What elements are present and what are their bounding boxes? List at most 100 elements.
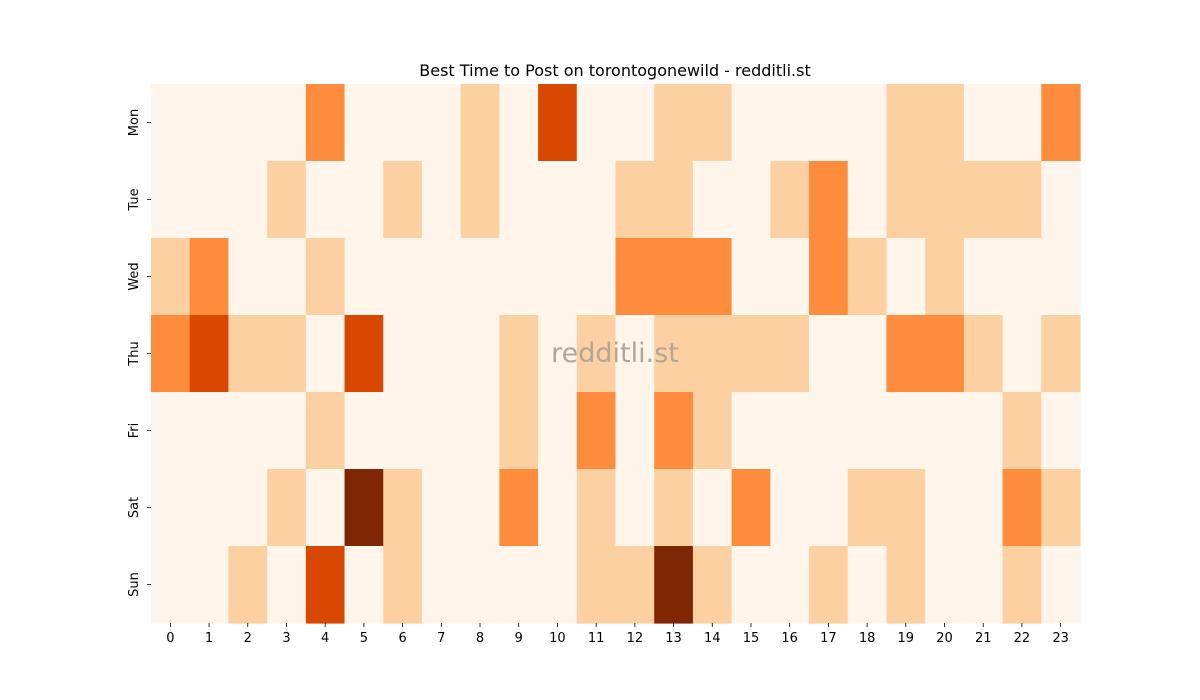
y-tick-label: Wed (127, 262, 142, 290)
heatmap-cell-thu-21 (963, 315, 1004, 393)
heatmap-cell-sun-22 (1002, 546, 1042, 624)
chart-title: Best Time to Post on torontogonewild - r… (419, 61, 810, 80)
heatmap-cell-sat-8 (460, 469, 500, 547)
heatmap-cell-mon-4 (305, 84, 346, 162)
heatmap-cell-fri-12 (615, 392, 655, 470)
heatmap-cell-wed-9 (499, 238, 539, 316)
heatmap-cell-fri-22 (1002, 392, 1042, 470)
heatmap-cell-sat-17 (809, 469, 849, 547)
heatmap-cell-fri-7 (421, 392, 462, 470)
heatmap-cell-thu-8 (460, 315, 500, 393)
heatmap-cell-thu-18 (847, 315, 888, 393)
heatmap-cell-sat-6 (383, 469, 423, 547)
heatmap-cell-wed-10 (538, 238, 578, 316)
heatmap-cell-sat-2 (228, 469, 268, 547)
heatmap-cell-mon-15 (731, 84, 771, 162)
heatmap-cell-fri-16 (770, 392, 810, 470)
heatmap-cell-tue-20 (925, 161, 965, 239)
heatmap-cell-sat-4 (305, 469, 346, 547)
heatmap-cell-tue-9 (499, 161, 539, 239)
heatmap-cell-mon-7 (421, 84, 462, 162)
heatmap-cell-tue-8 (460, 161, 500, 239)
heatmap-cell-thu-16 (770, 315, 810, 393)
heatmap-cell-thu-19 (886, 315, 926, 393)
heatmap-cell-wed-0 (151, 238, 191, 316)
heatmap-cell-thu-14 (692, 315, 733, 393)
heatmap-cell-fri-1 (189, 392, 230, 470)
heatmap-cell-fri-13 (654, 392, 694, 470)
heatmap-cell-sat-1 (189, 469, 230, 547)
heatmap-cell-wed-1 (189, 238, 230, 316)
heatmap-cell-thu-1 (189, 315, 230, 393)
heatmap-cell-sat-21 (963, 469, 1004, 547)
heatmap-cell-fri-5 (344, 392, 384, 470)
heatmap-cell-fri-23 (1041, 392, 1081, 470)
x-tick-label: 10 (549, 631, 566, 646)
x-tick-label: 17 (820, 631, 837, 646)
heatmap-cell-sat-12 (615, 469, 655, 547)
heatmap-cell-mon-13 (654, 84, 694, 162)
y-tick-label: Fri (127, 423, 142, 439)
x-tick-label: 0 (166, 631, 174, 646)
heatmap-cell-sun-16 (770, 546, 810, 624)
heatmap-cell-sat-23 (1041, 469, 1081, 547)
heatmap-cell-tue-5 (344, 161, 384, 239)
heatmap-cell-thu-23 (1041, 315, 1081, 393)
heatmap-cell-sat-0 (151, 469, 191, 547)
heatmap-cell-tue-7 (421, 161, 462, 239)
heatmap-cell-sat-19 (886, 469, 926, 547)
heatmap-cell-sun-12 (615, 546, 655, 624)
heatmap-cell-sun-21 (963, 546, 1004, 624)
heatmap-cell-wed-2 (228, 238, 268, 316)
heatmap-cell-thu-2 (228, 315, 268, 393)
heatmap-cell-tue-19 (886, 161, 926, 239)
heatmap-cell-wed-15 (731, 238, 771, 316)
heatmap-cell-sun-20 (925, 546, 965, 624)
heatmap-cell-thu-5 (344, 315, 384, 393)
y-tick-label: Sat (127, 497, 142, 518)
heatmap-cell-mon-14 (692, 84, 733, 162)
heatmap-cell-wed-21 (963, 238, 1004, 316)
heatmap-cell-mon-21 (963, 84, 1004, 162)
heatmap-cell-mon-1 (189, 84, 230, 162)
heatmap-cell-fri-14 (692, 392, 733, 470)
heatmap-cell-fri-19 (886, 392, 926, 470)
x-tick-label: 18 (859, 631, 876, 646)
heatmap-cell-mon-17 (809, 84, 849, 162)
heatmap-cell-wed-22 (1002, 238, 1042, 316)
heatmap-cell-sat-11 (576, 469, 617, 547)
heatmap-cell-tue-18 (847, 161, 888, 239)
heatmap-cell-fri-11 (576, 392, 617, 470)
heatmap-cell-tue-2 (228, 161, 268, 239)
x-tick-label: 21 (975, 631, 992, 646)
x-tick-label: 8 (476, 631, 484, 646)
x-tick-label: 19 (898, 631, 915, 646)
heatmap-cell-sat-5 (344, 469, 384, 547)
heatmap-cell-sat-9 (499, 469, 539, 547)
heatmap-cell-tue-16 (770, 161, 810, 239)
x-tick-label: 1 (205, 631, 213, 646)
heatmap-cell-sat-15 (731, 469, 771, 547)
heatmap-cell-wed-11 (576, 238, 617, 316)
x-tick-label: 20 (936, 631, 953, 646)
heatmap-cell-wed-16 (770, 238, 810, 316)
x-tick-label: 22 (1014, 631, 1031, 646)
heatmap-cell-sat-22 (1002, 469, 1042, 547)
heatmap-cell-fri-6 (383, 392, 423, 470)
heatmap-cell-sun-23 (1041, 546, 1081, 624)
heatmap-cell-mon-19 (886, 84, 926, 162)
heatmap-cell-tue-23 (1041, 161, 1081, 239)
heatmap-cell-sat-10 (538, 469, 578, 547)
heatmap-cell-wed-14 (692, 238, 733, 316)
heatmap-cell-thu-13 (654, 315, 694, 393)
heatmap-cell-tue-17 (809, 161, 849, 239)
heatmap-cells (151, 84, 1081, 624)
heatmap-cell-tue-15 (731, 161, 771, 239)
heatmap-cell-sun-7 (421, 546, 462, 624)
heatmap-cell-tue-12 (615, 161, 655, 239)
heatmap-cell-fri-8 (460, 392, 500, 470)
heatmap-cell-wed-13 (654, 238, 694, 316)
heatmap-cell-fri-4 (305, 392, 346, 470)
heatmap-cell-mon-22 (1002, 84, 1042, 162)
